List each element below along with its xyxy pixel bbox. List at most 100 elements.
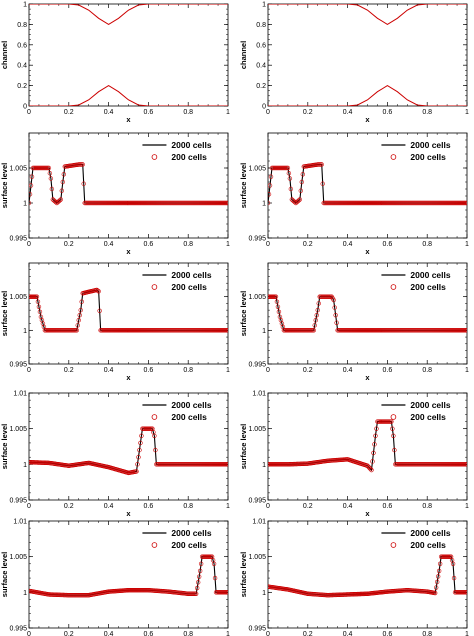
- y-axis-label: surface level: [239, 291, 248, 336]
- x-axis-label: x: [365, 247, 370, 256]
- data-point: [152, 433, 157, 438]
- x-tick-label: 1: [465, 503, 469, 510]
- y-tick-label: 1: [262, 462, 266, 469]
- plot-area: [29, 426, 228, 476]
- data-point: [432, 590, 438, 596]
- x-tick-label: 0.4: [343, 241, 353, 248]
- legend-marker: [390, 542, 397, 548]
- y-tick-label: 1.005: [9, 554, 27, 561]
- x-tick-label: 0: [27, 241, 31, 248]
- data-point: [300, 172, 306, 177]
- data-point: [196, 574, 202, 579]
- x-tick-label: 1: [226, 109, 230, 116]
- x-tick-label: 0.6: [144, 241, 154, 248]
- x-tick-label: 0.4: [343, 503, 353, 510]
- y-tick-label: 1.01: [13, 519, 27, 526]
- data-point: [297, 197, 303, 202]
- data-point: [370, 459, 375, 464]
- x-axis-label: x: [365, 115, 370, 124]
- legend-entry: 2000 cells: [171, 528, 211, 538]
- series-line: [268, 296, 467, 331]
- y-axis-label: surface level: [239, 163, 248, 208]
- series-line: [29, 4, 228, 25]
- y-tick-label: 1: [262, 590, 266, 597]
- y-axis-label: surface level: [0, 424, 9, 469]
- data-point: [288, 186, 294, 192]
- x-tick-label: 0.2: [303, 631, 313, 636]
- x-tick-label: 0.2: [303, 109, 313, 116]
- data-point: [273, 294, 279, 299]
- data-point: [371, 450, 376, 456]
- legend-entry: 200 cells: [171, 282, 207, 292]
- data-point: [225, 590, 228, 595]
- data-point: [197, 568, 203, 574]
- data-point: [153, 447, 158, 453]
- y-tick-label: 1.005: [9, 166, 27, 173]
- x-tick-label: 0: [266, 241, 270, 248]
- x-tick-label: 0.6: [144, 109, 154, 116]
- x-tick-label: 0.6: [144, 503, 154, 510]
- legend: 2000 cells 200 cells: [142, 270, 212, 292]
- data-point: [198, 561, 204, 566]
- x-tick-label: 0: [27, 109, 31, 116]
- y-tick-label: 1.005: [248, 554, 266, 561]
- y-axis-label: channel: [239, 41, 248, 69]
- data-point: [333, 312, 338, 318]
- chart-panel-channel-right: 0 0.2 0.4 0.6 0.8 1 0 0.2 0.4 0.6 0.8 1 x channel: [239, 2, 469, 125]
- data-point: [451, 575, 457, 581]
- x-tick-label: 0.4: [104, 503, 114, 510]
- x-tick-label: 0.6: [383, 367, 393, 374]
- series-line: [29, 289, 228, 331]
- data-point: [464, 590, 467, 595]
- plot-frame: [267, 3, 468, 107]
- data-point: [95, 288, 100, 293]
- x-tick-label: 1: [226, 241, 230, 248]
- legend-entry: 200 cells: [171, 152, 207, 162]
- data-point: [433, 585, 439, 590]
- data-point: [285, 165, 291, 171]
- data-point: [29, 200, 32, 206]
- x-tick-label: 0.2: [303, 367, 313, 374]
- plot-area: [268, 162, 467, 206]
- x-tick-label: 0: [266, 503, 270, 510]
- x-tick-label: 0.8: [422, 109, 432, 116]
- data-point: [53, 199, 59, 205]
- y-tick-label: 0.995: [248, 362, 266, 369]
- y-axis-label: surface level: [239, 552, 248, 597]
- data-point: [436, 568, 442, 574]
- data-point: [268, 183, 273, 188]
- legend-marker: [151, 154, 158, 160]
- data-point: [46, 165, 52, 171]
- data-point: [48, 176, 54, 181]
- data-point: [29, 192, 33, 197]
- data-point: [331, 297, 336, 303]
- data-point: [319, 162, 324, 167]
- x-tick-label: 0.8: [422, 503, 432, 510]
- data-point: [372, 442, 377, 447]
- data-point: [193, 591, 199, 596]
- data-point: [314, 312, 319, 318]
- x-tick-label: 0: [266, 367, 270, 374]
- data-point: [212, 575, 218, 581]
- y-tick-label: 1.01: [252, 391, 266, 398]
- y-tick-label: 1: [262, 2, 266, 9]
- legend-marker: [390, 414, 397, 420]
- x-tick-label: 0: [27, 367, 31, 374]
- legend-entry: 200 cells: [410, 282, 446, 292]
- data-point: [75, 323, 80, 328]
- data-point: [276, 309, 282, 315]
- data-point: [225, 200, 228, 206]
- data-point: [59, 188, 65, 193]
- x-tick-label: 0.4: [104, 109, 114, 116]
- data-point: [29, 174, 35, 179]
- x-tick-label: 0: [27, 503, 31, 510]
- plot-area: [29, 4, 228, 106]
- chart-panel-channel-left: 0 0.2 0.4 0.6 0.8 1 0 0.2 0.4 0.6 0.8 1 x channel: [0, 2, 230, 125]
- data-point: [434, 579, 440, 585]
- data-point: [268, 174, 274, 179]
- data-point: [97, 308, 102, 314]
- legend-marker: [390, 154, 397, 160]
- legend-marker: [151, 414, 158, 420]
- y-tick-label: 0.995: [9, 236, 27, 243]
